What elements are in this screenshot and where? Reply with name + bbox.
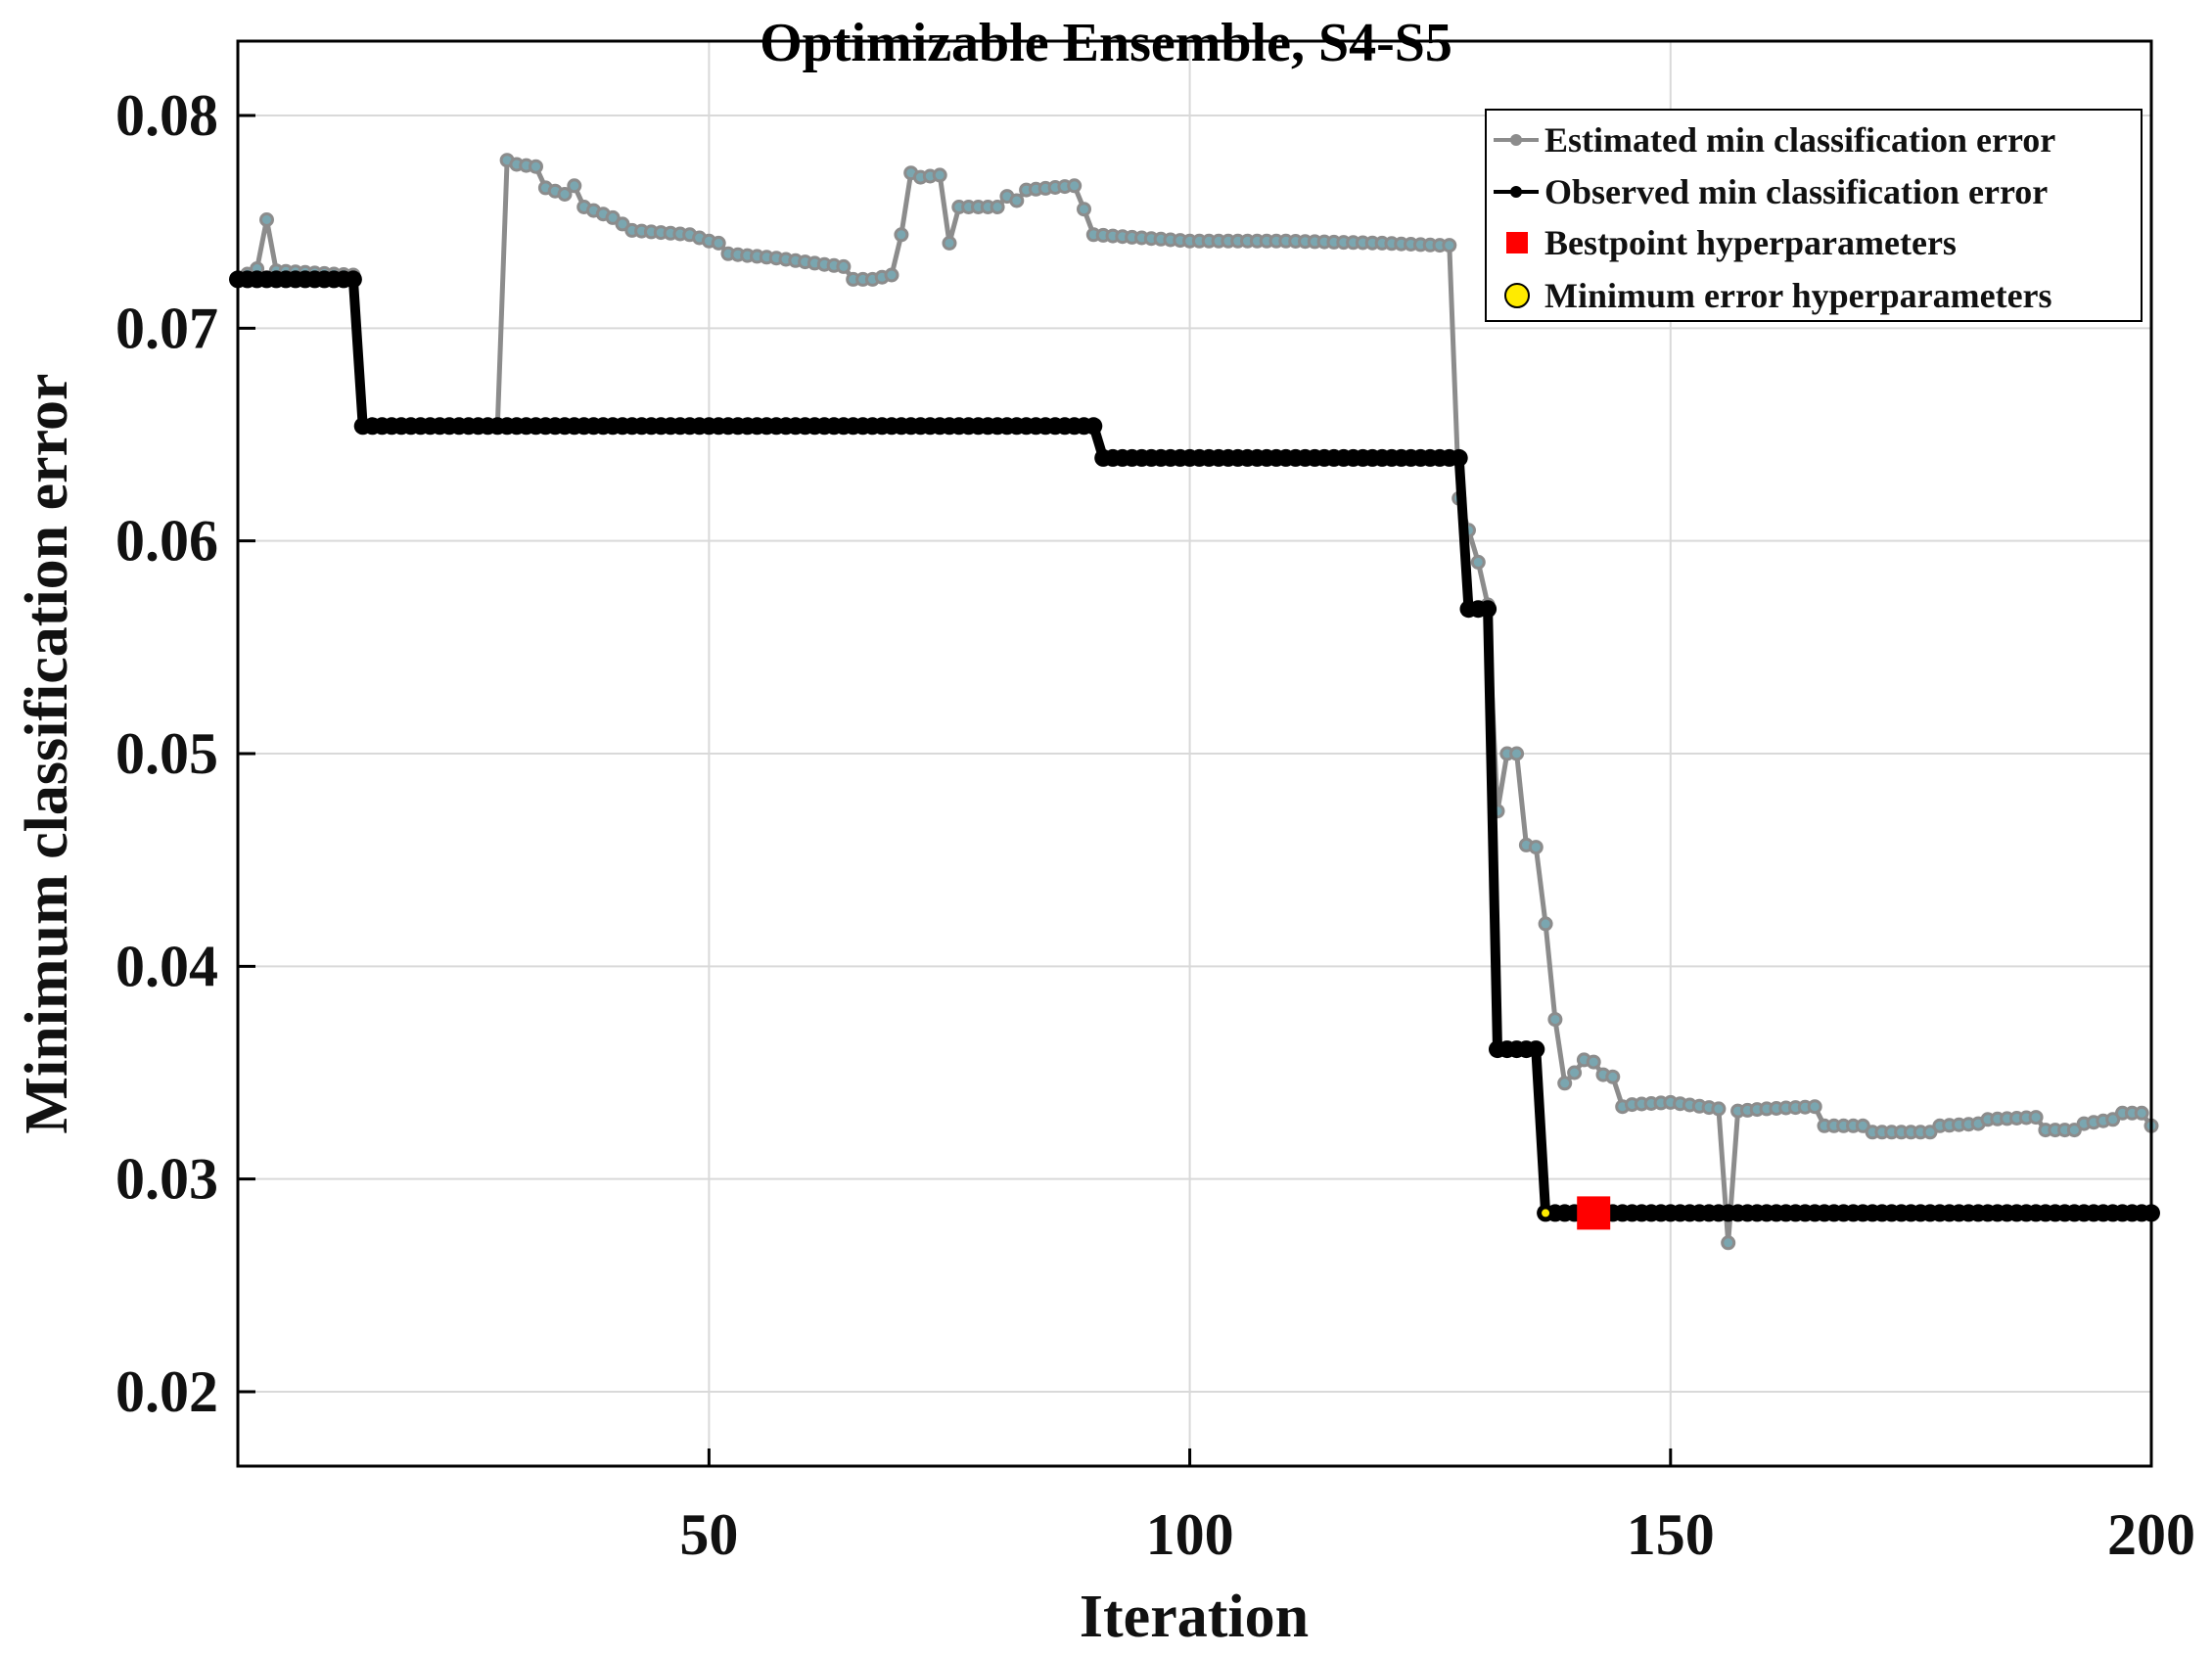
estimated-point xyxy=(1442,238,1457,253)
estimated-point xyxy=(1470,554,1486,570)
observed-point xyxy=(1450,448,1468,467)
estimated-point xyxy=(1567,1065,1583,1080)
x-tick-label: 150 xyxy=(1627,1502,1715,1567)
legend-item-bestpoint: Bestpoint hyperparameters xyxy=(1506,223,1957,262)
estimated-point xyxy=(932,167,947,183)
legend-item-estimated: Estimated min classification error xyxy=(1494,120,2055,160)
estimated-point xyxy=(942,235,957,251)
minimum-error-marker xyxy=(1542,1209,1550,1218)
y-tick-label: 0.05 xyxy=(115,721,218,786)
estimated-point xyxy=(1077,202,1091,217)
y-tick-label: 0.03 xyxy=(115,1147,218,1212)
legend-item-observed: Observed min classification error xyxy=(1494,172,2048,211)
y-tick-label: 0.08 xyxy=(115,83,218,148)
estimated-point xyxy=(1721,1235,1736,1251)
x-tick-label: 200 xyxy=(2107,1502,2195,1567)
legend-marker-estimated xyxy=(1510,134,1522,146)
bestpoint-marker xyxy=(1577,1196,1611,1230)
estimated-point xyxy=(1528,840,1544,855)
estimated-point xyxy=(529,159,543,174)
estimated-point xyxy=(259,212,274,227)
estimated-point xyxy=(1538,916,1553,932)
estimated-point xyxy=(2066,1123,2082,1138)
legend-label-estimated: Estimated min classification error xyxy=(1544,120,2055,160)
estimated-point xyxy=(1509,746,1525,761)
y-tick-label: 0.04 xyxy=(115,934,218,998)
legend-label-bestpoint: Bestpoint hyperparameters xyxy=(1544,223,1957,262)
estimated-point xyxy=(1807,1099,1822,1115)
estimated-point xyxy=(605,209,621,225)
estimated-point xyxy=(2028,1110,2044,1126)
estimated-point xyxy=(1547,1012,1563,1028)
legend-marker-minimum xyxy=(1504,283,1530,308)
estimated-point xyxy=(2134,1105,2149,1121)
series-observed xyxy=(229,270,2160,1222)
legend: Estimated min classification error Obser… xyxy=(1485,109,2143,322)
estimated-point xyxy=(1557,1076,1573,1091)
estimated-point xyxy=(711,235,726,251)
estimated-point xyxy=(990,200,1005,214)
hyperparameter-markers xyxy=(1542,1196,1611,1230)
estimated-point xyxy=(1605,1069,1621,1084)
estimated-point xyxy=(557,187,573,202)
estimated-point xyxy=(894,227,909,243)
y-tick-label: 0.06 xyxy=(115,509,218,574)
estimated-line xyxy=(236,158,2153,1246)
estimated-point xyxy=(1922,1125,1938,1140)
y-tick-label: 0.02 xyxy=(115,1359,218,1424)
x-tick-label: 50 xyxy=(679,1502,738,1567)
estimated-point xyxy=(1009,193,1025,208)
x-axis-label: Iteration xyxy=(1080,1584,1309,1650)
legend-item-minimum: Minimum error hyperparameters xyxy=(1504,276,2052,315)
observed-point xyxy=(1479,600,1498,619)
legend-label-observed: Observed min classification error xyxy=(1544,172,2048,211)
x-tick-label: 100 xyxy=(1146,1502,1234,1567)
y-axis-label: Minimum classification error xyxy=(14,373,80,1133)
y-axis-ticks: 0.02 0.03 0.04 0.05 0.06 0.07 0.08 xyxy=(115,83,255,1424)
estimated-point xyxy=(836,258,852,274)
legend-marker-bestpoint xyxy=(1506,232,1528,253)
observed-point xyxy=(344,270,362,289)
chart-title: Optimizable Ensemble, S4-S5 xyxy=(760,13,1452,73)
observed-point xyxy=(1527,1040,1545,1059)
legend-label-minimum: Minimum error hyperparameters xyxy=(1544,276,2052,315)
estimated-point xyxy=(567,178,582,194)
x-axis-ticks: 50 100 150 200 xyxy=(679,1448,2195,1567)
estimated-point xyxy=(1711,1101,1727,1117)
legend-marker-observed xyxy=(1510,186,1522,198)
estimated-point xyxy=(1855,1118,1870,1133)
estimated-point xyxy=(884,267,899,283)
estimated-point xyxy=(1067,178,1083,194)
estimated-point xyxy=(1586,1054,1601,1070)
estimated-point xyxy=(2105,1112,2121,1127)
y-tick-label: 0.07 xyxy=(115,296,218,360)
observed-point xyxy=(1084,417,1103,436)
series-estimated xyxy=(230,153,2159,1251)
legend-box xyxy=(1485,109,2143,322)
estimated-point xyxy=(615,216,630,232)
